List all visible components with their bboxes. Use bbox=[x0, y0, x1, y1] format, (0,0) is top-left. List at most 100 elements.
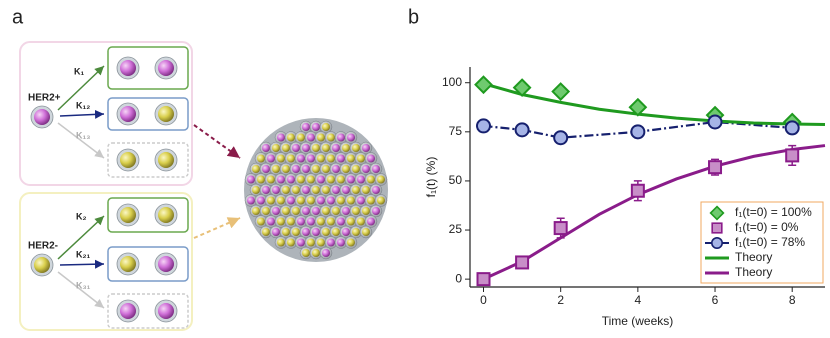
tumor-nucleus bbox=[332, 207, 340, 215]
tumor-nucleus bbox=[312, 144, 320, 152]
rate-label: K₃₁ bbox=[76, 280, 91, 290]
legend-label: f₁(t=0) = 100% bbox=[735, 205, 812, 219]
cell-nucleus bbox=[158, 303, 174, 319]
tumor-nucleus bbox=[317, 196, 325, 205]
diamond-marker bbox=[628, 97, 648, 117]
tumor-nucleus bbox=[257, 217, 265, 226]
cell-nucleus bbox=[34, 109, 50, 125]
x-axis-label: Time (weeks) bbox=[602, 314, 674, 328]
tumor-nucleus bbox=[362, 144, 370, 152]
arrow bbox=[59, 259, 105, 269]
cell-nucleus bbox=[120, 256, 136, 272]
tumor-nucleus bbox=[302, 123, 310, 131]
arrow bbox=[193, 217, 241, 239]
tumor-nucleus bbox=[262, 186, 270, 194]
tumor-nucleus bbox=[352, 228, 360, 236]
cell-nucleus bbox=[158, 60, 174, 76]
tumor-nucleus bbox=[332, 165, 340, 173]
circle-marker bbox=[630, 124, 646, 140]
tumor-nucleus bbox=[297, 217, 305, 226]
y-tick-label: 100 bbox=[442, 75, 462, 89]
tumor-nucleus bbox=[302, 228, 310, 236]
tumor-nucleus bbox=[257, 175, 265, 184]
cell-nucleus bbox=[34, 257, 50, 273]
tumor-nucleus bbox=[317, 217, 325, 226]
square-marker bbox=[515, 255, 530, 270]
tumor-nucleus bbox=[257, 196, 265, 205]
cell-nucleus bbox=[158, 207, 174, 223]
series-line bbox=[482, 144, 826, 281]
tumor-nucleus bbox=[327, 175, 335, 184]
tumor-nucleus bbox=[292, 186, 300, 194]
tumor-nucleus bbox=[362, 228, 370, 236]
tumor-nucleus bbox=[352, 207, 360, 215]
tumor-nucleus bbox=[277, 175, 285, 184]
square-marker bbox=[630, 183, 645, 198]
tumor-nucleus bbox=[322, 228, 330, 236]
tumor-nucleus bbox=[257, 154, 265, 163]
y-tick-label: 0 bbox=[455, 271, 462, 285]
tumor-nucleus bbox=[357, 154, 365, 163]
tumor-nucleus bbox=[292, 165, 300, 173]
tumor-nucleus bbox=[322, 249, 330, 257]
tumor-nucleus bbox=[312, 123, 320, 131]
tumor-nucleus bbox=[267, 154, 275, 163]
tumor-nucleus bbox=[347, 133, 355, 142]
x-tick-label: 2 bbox=[557, 293, 564, 307]
arrow bbox=[57, 215, 105, 260]
arrow bbox=[57, 122, 105, 159]
diagram: HER2+ HER2- K₁ K₁₂ K₁₃ K₂ K₂₁ K₃₁ bbox=[19, 41, 388, 331]
y-tick-label: 75 bbox=[449, 124, 463, 138]
tumor-nucleus bbox=[317, 133, 325, 142]
tumor-nucleus bbox=[352, 144, 360, 152]
square-marker bbox=[476, 272, 491, 287]
tumor-nucleus bbox=[272, 186, 280, 194]
tumor-nucleus bbox=[357, 217, 365, 226]
y-tick-label: 25 bbox=[449, 222, 463, 236]
tumor-nucleus bbox=[377, 196, 385, 205]
tumor-nucleus bbox=[262, 207, 270, 215]
tumor-nucleus bbox=[282, 165, 290, 173]
tumor-nucleus bbox=[337, 175, 345, 184]
tumor-nucleus bbox=[337, 217, 345, 226]
legend-marker bbox=[709, 205, 725, 221]
cell-nucleus bbox=[158, 106, 174, 122]
tumor-nucleus bbox=[327, 133, 335, 142]
circle-marker bbox=[476, 118, 492, 134]
x-tick-label: 8 bbox=[789, 293, 796, 307]
tumor-nucleus bbox=[277, 196, 285, 205]
tumor-nucleus bbox=[297, 133, 305, 142]
tumor-nucleus bbox=[252, 165, 260, 173]
tumor-nucleus bbox=[347, 238, 355, 247]
tumor-nucleus bbox=[282, 228, 290, 236]
tumor-nucleus bbox=[307, 217, 315, 226]
tumor-nucleus bbox=[367, 175, 375, 184]
tumor-nucleus bbox=[342, 144, 350, 152]
tumor-nucleus bbox=[342, 207, 350, 215]
tumor-nucleus bbox=[312, 165, 320, 173]
tumor-nucleus bbox=[337, 238, 345, 247]
diamond-marker bbox=[474, 75, 493, 95]
diamond-marker bbox=[551, 82, 571, 101]
legend-label: Theory bbox=[735, 265, 772, 279]
legend-label: Theory bbox=[735, 250, 772, 264]
rate-label: K₂ bbox=[76, 211, 87, 221]
tumor-nucleus bbox=[367, 196, 375, 205]
tumor-nucleus bbox=[372, 207, 380, 215]
circle-marker bbox=[784, 120, 800, 136]
tumor-nucleus bbox=[302, 144, 310, 152]
cell-nucleus bbox=[120, 60, 136, 76]
legend-marker bbox=[710, 236, 723, 249]
tumor-nucleus bbox=[302, 186, 310, 194]
tumor-nucleus bbox=[342, 228, 350, 236]
arrow bbox=[57, 65, 105, 111]
tumor-nucleus bbox=[337, 196, 345, 205]
tumor-nucleus bbox=[292, 144, 300, 152]
tumor-nucleus bbox=[262, 165, 270, 173]
circle-marker bbox=[707, 114, 723, 130]
tumor-nucleus bbox=[317, 238, 325, 247]
cell-nucleus bbox=[158, 256, 174, 272]
tumor-nucleus bbox=[287, 238, 295, 247]
cell-nucleus bbox=[120, 106, 136, 122]
